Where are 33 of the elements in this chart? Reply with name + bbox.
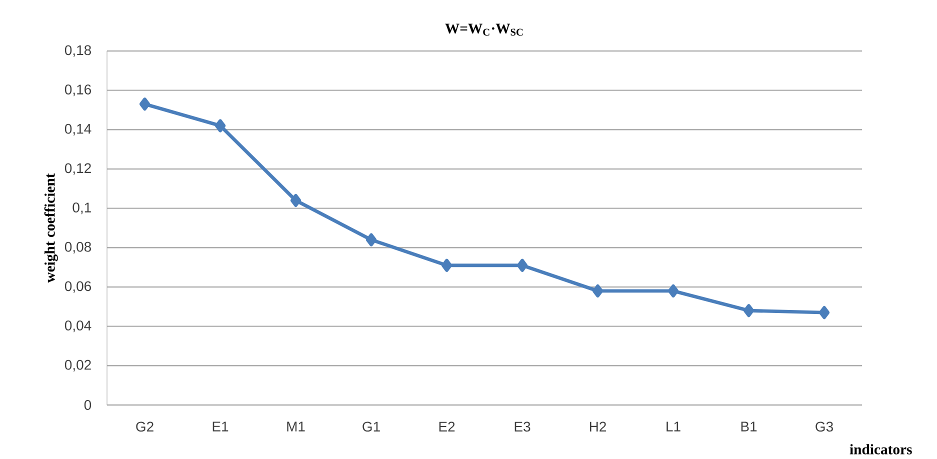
x-tick-label: G3 (816, 422, 833, 432)
point (516, 258, 528, 272)
y-tick-label: 0,02 (64, 360, 91, 372)
point (366, 233, 377, 246)
y-tick-label: 0 (84, 400, 92, 410)
point (214, 119, 226, 132)
x-axis-title: indicators (850, 444, 912, 454)
x-tick-label: E3 (514, 422, 530, 432)
y-axis-title: weight coefficient (44, 173, 58, 283)
point (743, 304, 754, 318)
y-tick-label: 0,06 (64, 281, 92, 293)
y-tick-label: 0,12 (64, 163, 91, 175)
point (290, 194, 302, 207)
point (818, 306, 830, 320)
x-tick-label: E2 (439, 422, 455, 432)
chart-title: W=W$_{C}$·W$_{SC}$ (445, 24, 523, 36)
point (668, 284, 679, 298)
y-tick-label: 0,04 (64, 320, 92, 332)
x-tick-label: G2 (136, 422, 154, 432)
point (139, 98, 150, 111)
x-tick-label: G1 (362, 422, 380, 432)
y-tick-label: 0,1 (72, 202, 91, 214)
y-tick-label: 0,18 (64, 45, 92, 57)
y-tick-label: 0,14 (64, 124, 92, 136)
x-tick-label: M1 (287, 422, 305, 432)
x-tick-label: E1 (212, 422, 228, 432)
x-tick-label: L1 (666, 422, 680, 432)
y-tick-label: 0,16 (64, 84, 92, 96)
y-tick-label: 0,08 (64, 242, 92, 254)
x-tick-label: H2 (590, 422, 606, 432)
point (592, 284, 604, 298)
x-tick-label: B1 (741, 422, 757, 432)
point (441, 258, 452, 272)
